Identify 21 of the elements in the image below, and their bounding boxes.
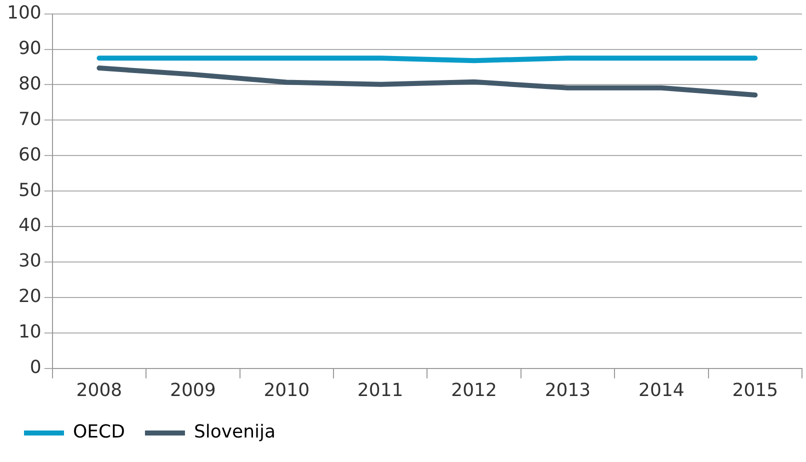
x-tick-label: 2011 — [357, 380, 404, 401]
y-tick-label: 90 — [18, 38, 42, 59]
y-tick-label: 50 — [18, 180, 42, 201]
legend-label: Slovenija — [194, 422, 276, 443]
legend-label: OECD — [73, 422, 125, 443]
y-tick-label: 10 — [18, 322, 42, 343]
x-tick-label: 2015 — [732, 380, 778, 401]
x-tick-label: 2013 — [544, 380, 591, 401]
y-tick-label: 30 — [18, 250, 42, 272]
y-tick-label: 0 — [30, 357, 42, 378]
x-tick-label: 2008 — [76, 380, 122, 401]
y-tick-label: 20 — [18, 286, 42, 308]
y-tick-label: 100 — [6, 2, 42, 24]
y-tick-label: 70 — [18, 108, 42, 130]
y-tick-label: 60 — [18, 144, 42, 166]
x-tick-label: 2012 — [451, 380, 497, 401]
x-tick-label: 2009 — [170, 380, 216, 401]
y-tick-label: 80 — [18, 73, 42, 94]
x-tick-label: 2010 — [264, 380, 310, 401]
y-tick-label: 40 — [18, 215, 42, 236]
x-tick-label: 2014 — [638, 380, 684, 401]
